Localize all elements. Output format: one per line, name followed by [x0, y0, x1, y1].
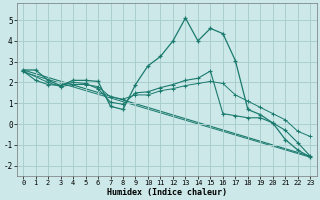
- X-axis label: Humidex (Indice chaleur): Humidex (Indice chaleur): [107, 188, 227, 197]
